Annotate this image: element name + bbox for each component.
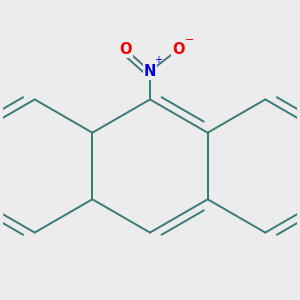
Text: N: N: [144, 64, 156, 79]
Text: O: O: [172, 42, 184, 57]
Text: +: +: [154, 56, 162, 65]
Text: −: −: [185, 35, 194, 45]
Text: O: O: [119, 42, 132, 57]
